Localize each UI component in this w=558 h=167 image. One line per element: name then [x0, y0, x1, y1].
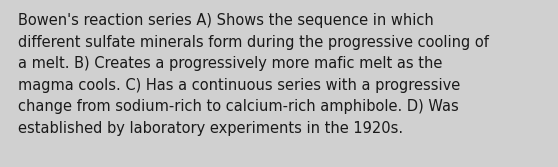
Text: Bowen's reaction series A) Shows the sequence in which
different sulfate mineral: Bowen's reaction series A) Shows the seq…: [18, 13, 489, 136]
